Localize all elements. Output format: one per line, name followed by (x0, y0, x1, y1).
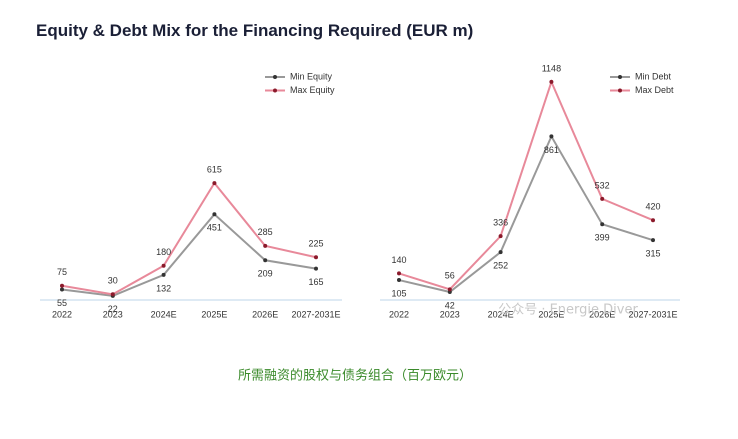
legend-marker (273, 88, 277, 93)
point (263, 243, 268, 248)
data-label: 532 (595, 180, 610, 190)
data-label: 140 (391, 255, 406, 265)
data-label: 180 (156, 247, 171, 257)
point (600, 196, 605, 201)
x-tick-label: 2023 (103, 309, 123, 319)
legend-label: Min Equity (290, 71, 333, 81)
series-line (398, 79, 654, 291)
point (263, 258, 268, 263)
legend-label: Min Debt (635, 71, 672, 81)
data-label: 252 (493, 260, 508, 270)
data-label: 105 (391, 288, 406, 298)
point (212, 181, 217, 186)
page-title: Equity & Debt Mix for the Financing Requ… (36, 21, 473, 40)
data-label: 1148 (542, 63, 561, 73)
data-label: 615 (207, 165, 222, 175)
data-label: 420 (645, 202, 660, 212)
point (651, 218, 655, 223)
data-label: 315 (645, 249, 660, 259)
legend-marker (618, 88, 622, 93)
legend-marker (273, 75, 277, 79)
x-tick-label: 2027-2031E (628, 309, 677, 319)
point (161, 272, 166, 277)
point (161, 263, 166, 268)
x-tick-label: 2026E (589, 309, 615, 319)
x-tick-label: 2023 (440, 309, 460, 319)
x-tick-label: 2022 (389, 309, 409, 319)
series-line (398, 134, 654, 294)
data-label: 399 (595, 233, 610, 243)
data-label: 336 (493, 218, 508, 228)
point (498, 250, 503, 255)
data-label: 209 (258, 269, 273, 279)
x-tick-label: 2022 (52, 309, 72, 319)
legend-label: Max Equity (290, 85, 335, 95)
legend-label: Max Debt (635, 85, 674, 95)
series-line (61, 212, 317, 297)
caption: 所需融资的股权与债务组合（百万欧元） (238, 368, 472, 384)
point (314, 266, 318, 271)
point (110, 292, 115, 297)
data-label: 285 (258, 227, 273, 237)
point (60, 283, 64, 288)
point (447, 287, 452, 292)
series-line (61, 181, 317, 296)
x-tick-label: 2024E (488, 309, 514, 319)
point (397, 278, 401, 283)
data-label: 451 (207, 223, 222, 233)
point (60, 287, 64, 292)
point (549, 79, 554, 84)
legend-marker (618, 75, 622, 79)
point (397, 271, 401, 276)
point (651, 238, 655, 243)
point (314, 255, 318, 260)
data-label: 56 (445, 271, 455, 281)
x-tick-label: 2027-2031E (291, 309, 340, 319)
data-label: 22 (108, 304, 118, 314)
data-label: 42 (445, 300, 455, 310)
data-label: 75 (57, 267, 67, 277)
x-tick-label: 2026E (252, 309, 278, 319)
point (549, 134, 554, 139)
point (212, 212, 217, 217)
watermark: 公众号 · Energie Diver (498, 303, 638, 318)
data-label: 30 (108, 276, 118, 286)
x-tick-label: 2024E (151, 309, 177, 319)
x-tick-label: 2025E (538, 309, 564, 319)
data-label: 861 (544, 145, 559, 155)
data-label: 165 (308, 277, 323, 287)
x-tick-label: 2025E (201, 309, 227, 319)
data-label: 55 (57, 298, 67, 308)
data-label: 132 (156, 283, 171, 293)
point (498, 234, 503, 239)
point (600, 222, 605, 227)
data-label: 225 (308, 239, 323, 249)
